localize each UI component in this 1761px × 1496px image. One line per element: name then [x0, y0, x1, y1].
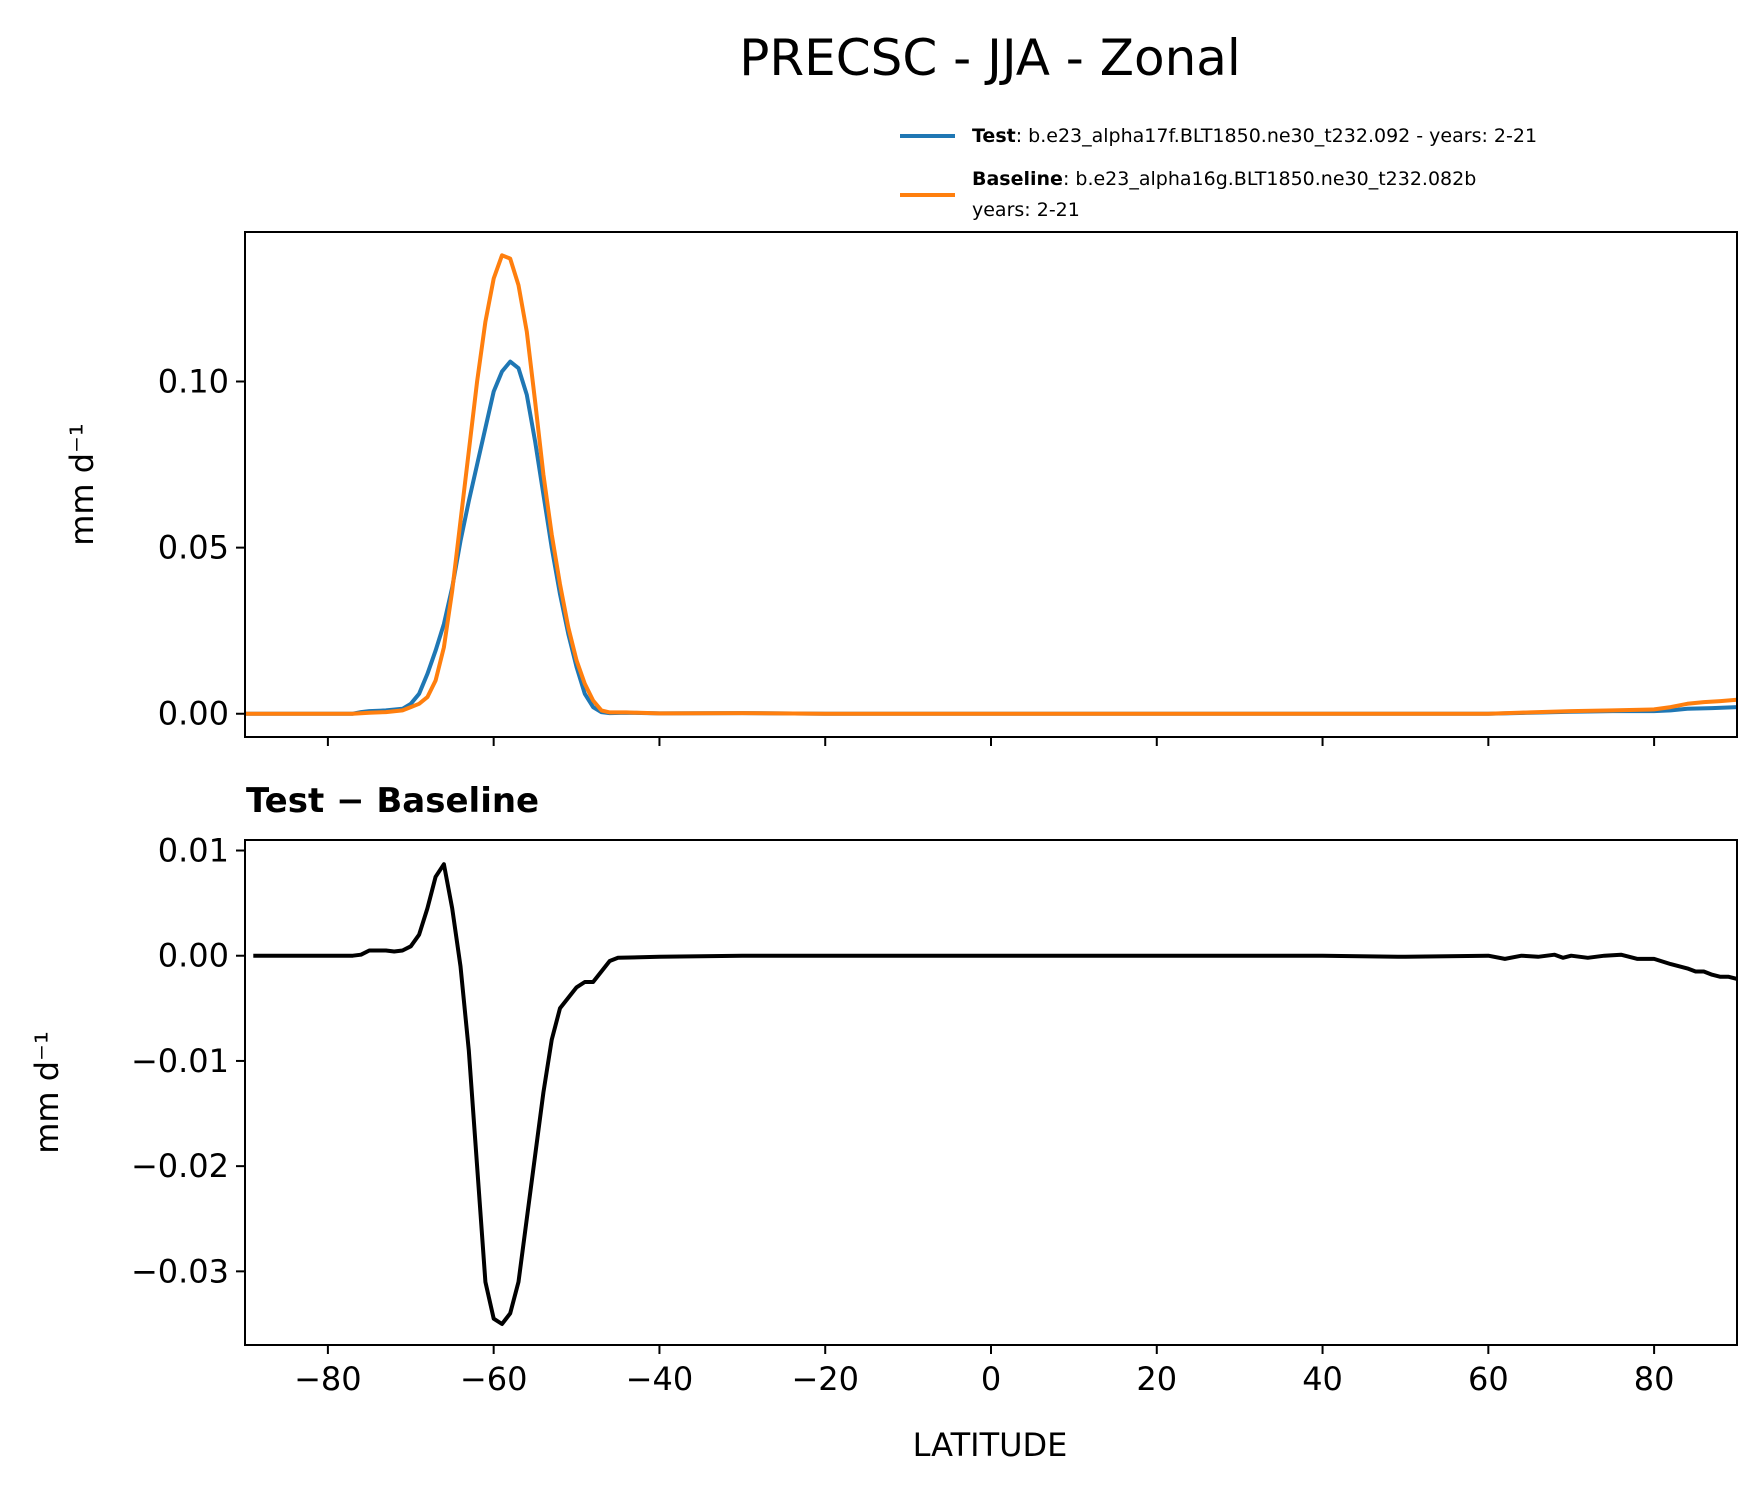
legend-key-test: Test — [972, 125, 1016, 147]
legend: Test: b.e23_alpha17f.BLT1850.ne30_t232.0… — [900, 125, 1537, 221]
figure-title: PRECSC - JJA - Zonal — [739, 29, 1241, 87]
panel-bottom-ticks: 0.01 0.00 −0.01 −0.02 −0.03 −80 −60 −40 −20 0 20 40… — [131, 832, 1675, 1398]
x-tick-label-1: −60 — [460, 1360, 528, 1398]
x-tick-label-8: 80 — [1634, 1360, 1675, 1398]
legend-entry-test: Test: b.e23_alpha17f.BLT1850.ne30_t232.0… — [972, 125, 1537, 147]
x-tick-label-5: 20 — [1136, 1360, 1177, 1398]
panel-top-frame — [244, 231, 1738, 738]
x-axis-label: LATITUDE — [913, 1426, 1068, 1464]
legend-key-baseline: Baseline — [972, 168, 1063, 190]
y-tick-label-0-1: 0.05 — [158, 529, 229, 567]
y-tick-label-1-0: 0.01 — [158, 832, 229, 870]
y-tick-label-1-1: 0.00 — [158, 937, 229, 975]
series-line-baseline — [245, 253, 1738, 716]
x-tick-label-2: −40 — [626, 1360, 694, 1398]
legend-entry-baseline: Baseline: b.e23_alpha16g.BLT1850.ne30_t2… — [972, 168, 1476, 190]
x-tick-label-6: 40 — [1302, 1360, 1343, 1398]
x-tick-label-3: −20 — [791, 1360, 859, 1398]
legend-text-baseline-line2: years: 2-21 — [972, 199, 1080, 221]
series-line-test-baseline — [253, 862, 1738, 1326]
panel-bottom-title: Test − Baseline — [246, 781, 539, 821]
panel-bottom-frame — [244, 839, 1738, 1346]
panel-bottom-ylabel: mm d⁻¹ — [28, 1031, 66, 1154]
y-tick-label-0-2: 0.10 — [158, 363, 229, 401]
panel-bottom-series — [253, 862, 1738, 1326]
x-tick-label-4: 0 — [981, 1360, 1001, 1398]
y-tick-label-1-2: −0.01 — [131, 1042, 229, 1080]
x-tick-label-0: −80 — [294, 1360, 362, 1398]
y-tick-label-0-0: 0.00 — [158, 695, 229, 733]
panel-bottom: Test − Baseline 0.01 0.00 −0.01 −0.02 −0.03 −… — [28, 781, 1738, 1464]
panel-top-ticks: 0.00 0.05 0.10 — [158, 363, 1656, 746]
legend-text-test: : b.e23_alpha17f.BLT1850.ne30_t232.092 -… — [1016, 125, 1537, 147]
panel-top-series — [245, 253, 1738, 716]
x-tick-label-7: 60 — [1468, 1360, 1509, 1398]
legend-text-baseline: : b.e23_alpha16g.BLT1850.ne30_t232.082b — [1063, 168, 1476, 190]
y-tick-label-1-3: −0.02 — [131, 1147, 229, 1185]
panel-top-ylabel: mm d⁻¹ — [63, 423, 101, 546]
panel-top: 0.00 0.05 0.10 mm d⁻¹ — [63, 231, 1738, 746]
y-tick-label-1-4: −0.03 — [131, 1252, 229, 1290]
